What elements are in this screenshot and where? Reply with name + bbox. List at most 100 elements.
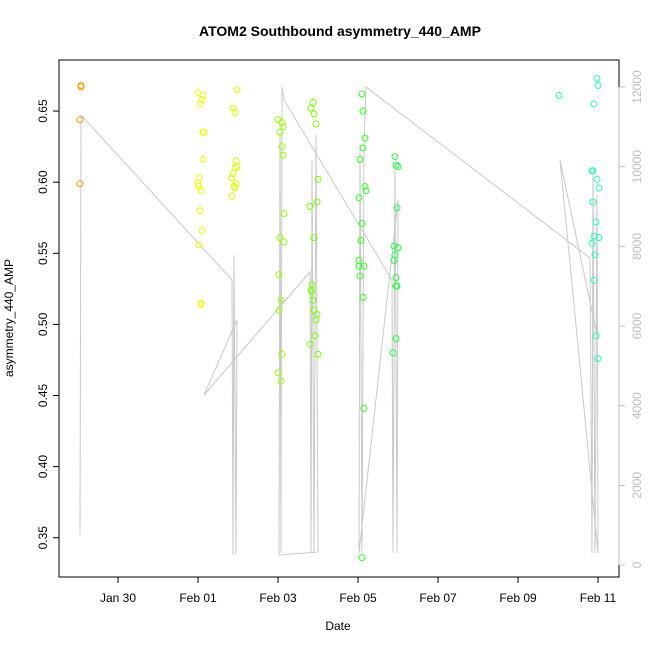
data-point bbox=[314, 350, 322, 358]
data-point bbox=[233, 86, 241, 94]
data-point bbox=[278, 350, 286, 358]
x-axis-label: Date bbox=[325, 619, 351, 633]
data-point bbox=[228, 192, 236, 200]
y-tick-label: 0.35 bbox=[36, 526, 50, 550]
data-point bbox=[357, 236, 365, 244]
data-point bbox=[310, 234, 318, 242]
y2-tick-label: 4000 bbox=[630, 392, 644, 419]
y2-tick-label: 8000 bbox=[630, 233, 644, 260]
data-point bbox=[355, 194, 363, 202]
data-point bbox=[591, 251, 599, 259]
data-point bbox=[393, 204, 401, 212]
x-tick-label: Feb 11 bbox=[580, 591, 617, 605]
y-tick-label: 0.55 bbox=[36, 241, 50, 265]
data-point bbox=[275, 306, 283, 314]
y2-tick-label: 12000 bbox=[630, 70, 644, 104]
data-point bbox=[314, 175, 322, 183]
data-point bbox=[390, 256, 398, 264]
data-point bbox=[593, 175, 601, 183]
data-point bbox=[590, 276, 598, 284]
data-point bbox=[358, 219, 366, 227]
line-series-path bbox=[79, 86, 599, 556]
line-series bbox=[79, 86, 599, 556]
data-point bbox=[592, 332, 600, 340]
data-point bbox=[594, 355, 602, 363]
data-point bbox=[555, 91, 563, 99]
data-point bbox=[312, 316, 320, 324]
data-point bbox=[231, 108, 239, 116]
data-point bbox=[360, 262, 368, 270]
data-point bbox=[279, 123, 287, 131]
data-point bbox=[229, 170, 237, 178]
y2-axis: 0 2000 4000 6000 8000 10000 12000 bbox=[618, 70, 644, 568]
y-tick-label: 0.60 bbox=[36, 170, 50, 194]
data-point bbox=[355, 256, 363, 264]
data-point bbox=[390, 242, 398, 250]
data-point bbox=[280, 209, 288, 217]
data-point bbox=[358, 554, 366, 562]
data-point bbox=[197, 300, 205, 308]
chart-title: ATOM2 Southbound asymmetry_440_AMP bbox=[199, 23, 481, 39]
data-point bbox=[392, 282, 400, 290]
data-point bbox=[355, 262, 363, 270]
data-point bbox=[275, 271, 283, 279]
data-point bbox=[594, 81, 602, 89]
data-point bbox=[195, 241, 203, 249]
y-tick-label: 0.45 bbox=[36, 384, 50, 408]
data-point bbox=[593, 74, 601, 82]
data-point bbox=[233, 163, 241, 171]
y2-tick-label: 2000 bbox=[630, 472, 644, 499]
data-point bbox=[356, 155, 364, 163]
data-point bbox=[394, 244, 402, 252]
x-axis: Jan 30 Feb 01 Feb 03 Feb 05 Feb 07 Feb 09 Feb … bbox=[100, 576, 617, 605]
data-point bbox=[309, 296, 317, 304]
data-point bbox=[306, 340, 314, 348]
data-point bbox=[195, 182, 203, 190]
y-tick-label: 0.65 bbox=[36, 99, 50, 123]
data-point bbox=[359, 293, 367, 301]
y-axis-label: asymmetry_440_AMP bbox=[2, 259, 16, 377]
data-point bbox=[588, 239, 596, 247]
data-point bbox=[199, 155, 207, 163]
data-point bbox=[197, 187, 205, 195]
data-point bbox=[76, 116, 84, 124]
data-point bbox=[359, 144, 367, 152]
data-point bbox=[200, 128, 208, 136]
data-point bbox=[276, 234, 284, 242]
data-point bbox=[360, 404, 368, 412]
data-point bbox=[307, 104, 315, 112]
data-point bbox=[362, 187, 370, 195]
y-axis: 0.35 0.40 0.45 0.50 0.55 0.60 0.65 bbox=[36, 99, 60, 550]
data-point bbox=[589, 198, 597, 206]
data-point bbox=[277, 377, 285, 385]
x-tick-label: Feb 01 bbox=[179, 591, 217, 605]
y-tick-label: 0.50 bbox=[36, 312, 50, 336]
data-point bbox=[590, 232, 598, 240]
data-point bbox=[391, 153, 399, 161]
data-point bbox=[308, 288, 316, 296]
x-tick-label: Feb 07 bbox=[419, 591, 457, 605]
data-point bbox=[199, 91, 207, 99]
y2-tick-label: 0 bbox=[630, 561, 644, 568]
data-point bbox=[310, 110, 318, 118]
data-point bbox=[311, 332, 319, 340]
data-point bbox=[361, 134, 369, 142]
data-point bbox=[276, 128, 284, 136]
data-point bbox=[229, 104, 237, 112]
data-point bbox=[392, 273, 400, 281]
data-point bbox=[392, 335, 400, 343]
data-point bbox=[359, 107, 367, 115]
data-point bbox=[228, 174, 236, 182]
y2-tick-label: 6000 bbox=[630, 312, 644, 339]
data-point bbox=[198, 96, 206, 104]
data-point bbox=[361, 182, 369, 190]
data-point bbox=[198, 227, 206, 235]
data-point bbox=[306, 202, 314, 210]
x-tick-label: Feb 09 bbox=[499, 591, 537, 605]
point-series bbox=[76, 74, 603, 562]
data-point bbox=[231, 164, 239, 172]
data-point bbox=[358, 90, 366, 98]
data-point bbox=[231, 184, 239, 192]
data-point bbox=[389, 349, 397, 357]
